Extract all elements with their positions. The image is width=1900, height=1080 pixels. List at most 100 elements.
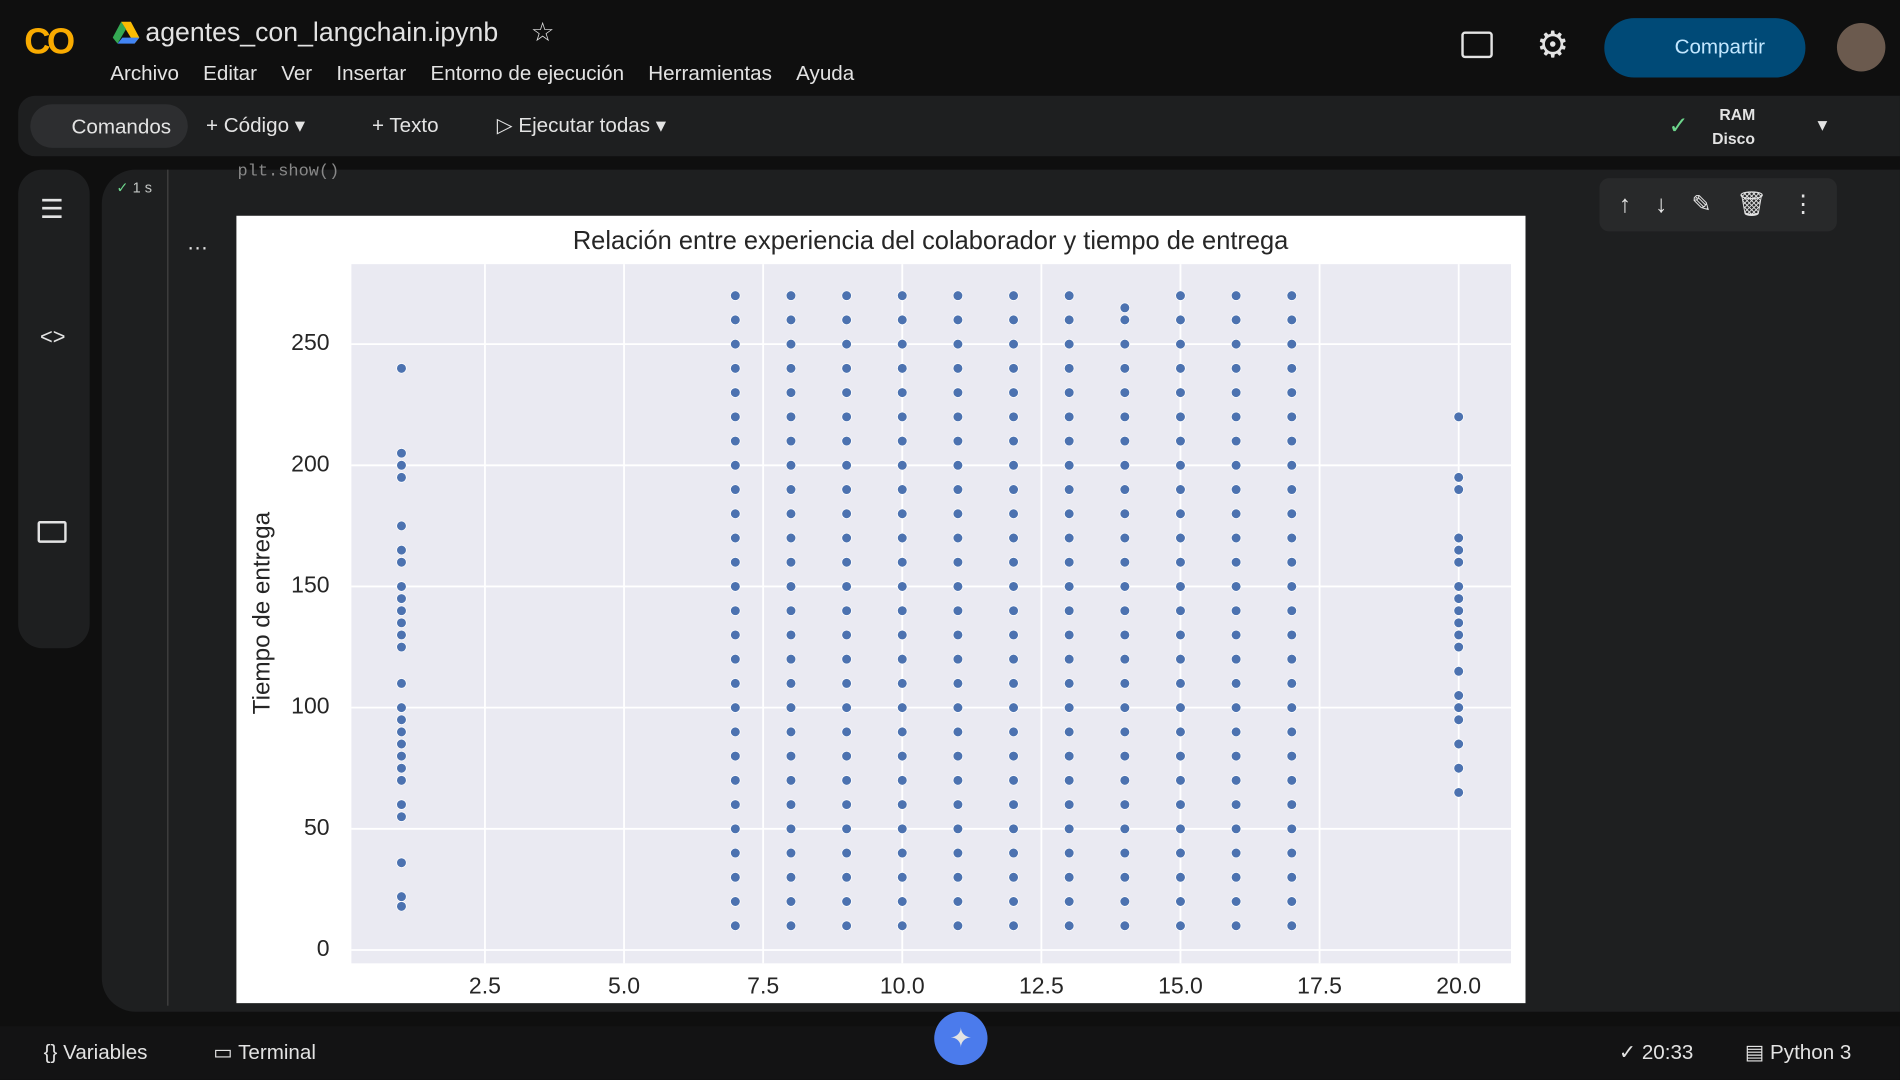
drive-icon	[112, 21, 140, 44]
menu-item[interactable]: Ayuda	[796, 61, 855, 85]
files-icon[interactable]	[37, 521, 67, 543]
point	[952, 920, 964, 931]
output-menu[interactable]: …	[186, 230, 209, 255]
point	[897, 314, 908, 326]
menu-item[interactable]: Herramientas	[648, 61, 772, 85]
commands-button[interactable]: Comandos	[30, 104, 188, 148]
point	[1119, 605, 1131, 616]
point	[1063, 896, 1075, 907]
point	[1175, 678, 1186, 689]
point	[1286, 484, 1297, 495]
text-label: Texto	[389, 113, 439, 137]
point	[1175, 920, 1186, 931]
variables-button[interactable]: {} Variables	[43, 1040, 148, 1064]
point	[841, 314, 852, 326]
point	[785, 411, 797, 423]
point	[1063, 387, 1075, 398]
point	[1119, 484, 1131, 495]
point	[1286, 775, 1297, 786]
point	[952, 290, 964, 301]
settings-icon[interactable]: ⚙	[1536, 25, 1570, 66]
point	[1119, 581, 1131, 592]
cell-actions[interactable]: ↑↓✎🗑⋮	[1599, 178, 1837, 232]
toc-icon[interactable]: ☰	[39, 193, 64, 225]
point	[396, 460, 407, 471]
point	[1286, 750, 1297, 762]
point	[1230, 726, 1242, 738]
point	[730, 775, 741, 786]
menu-item[interactable]: Ver	[281, 61, 313, 85]
x-tick-label: 20.0	[1436, 973, 1481, 999]
point	[1286, 557, 1297, 568]
star-icon[interactable]: ☆	[530, 16, 555, 48]
point	[952, 872, 964, 883]
menu-item[interactable]: Editar	[203, 61, 258, 85]
point	[1286, 363, 1297, 374]
y-axis-label: Tiempo de entrega	[248, 511, 275, 714]
point	[1286, 387, 1297, 398]
point	[1008, 702, 1019, 713]
x-tick-label: 17.5	[1297, 973, 1342, 999]
disk-label: Disco	[1712, 129, 1756, 148]
menu-item[interactable]: Insertar	[336, 61, 407, 85]
point	[730, 387, 741, 398]
point	[1286, 532, 1297, 544]
code-icon[interactable]: <>	[39, 324, 66, 349]
point	[1008, 653, 1019, 665]
point	[841, 678, 852, 689]
exec-time-text: 1 s	[132, 179, 152, 197]
avatar[interactable]	[1836, 23, 1886, 72]
point	[785, 532, 797, 544]
run-all-button[interactable]: ▷ Ejecutar todas ▾	[496, 113, 667, 137]
point	[1175, 387, 1186, 398]
point	[1230, 896, 1242, 907]
point	[396, 763, 407, 774]
point	[1008, 363, 1019, 374]
point	[730, 678, 741, 689]
point	[897, 338, 908, 350]
point	[396, 581, 407, 592]
point	[841, 508, 852, 519]
point	[1119, 411, 1131, 423]
point	[1063, 508, 1075, 519]
point	[1008, 387, 1019, 398]
point	[841, 363, 852, 374]
point	[952, 799, 964, 810]
point	[1119, 653, 1131, 665]
menu-item[interactable]: Archivo	[110, 61, 179, 85]
point	[1286, 847, 1297, 859]
point	[396, 557, 407, 568]
point	[1286, 338, 1297, 350]
add-code-button[interactable]: + Código ▾	[205, 113, 306, 137]
terminal-button[interactable]: ▭ Terminal	[213, 1040, 316, 1064]
cell-border	[167, 169, 169, 1006]
point	[1063, 847, 1075, 859]
gemini-button[interactable]: ✦	[934, 1011, 988, 1066]
point	[1175, 726, 1186, 738]
point	[897, 605, 908, 616]
point	[1008, 605, 1019, 616]
point	[1175, 581, 1186, 592]
point	[841, 702, 852, 713]
menu-item[interactable]: Entorno de ejecución	[430, 61, 625, 85]
point	[952, 411, 964, 423]
point	[1453, 484, 1464, 495]
point	[1230, 920, 1242, 931]
runtime-status[interactable]: ▤ Python 3	[1744, 1040, 1852, 1064]
logo: CO	[24, 21, 75, 62]
point	[952, 532, 964, 544]
point	[730, 435, 741, 447]
point	[897, 702, 908, 713]
point	[1063, 750, 1075, 762]
point	[1230, 532, 1242, 544]
point	[785, 508, 797, 519]
share-button[interactable]: Compartir	[1604, 18, 1806, 78]
comments-icon[interactable]	[1461, 31, 1493, 59]
add-text-button[interactable]: + Texto	[371, 113, 439, 137]
point	[730, 460, 741, 471]
file-name[interactable]: agentes_con_langchain.ipynb	[145, 16, 499, 48]
resources-dropdown[interactable]: ▾	[1817, 115, 1828, 136]
point	[952, 605, 964, 616]
point	[1119, 750, 1131, 762]
share-label: Compartir	[1674, 35, 1765, 59]
